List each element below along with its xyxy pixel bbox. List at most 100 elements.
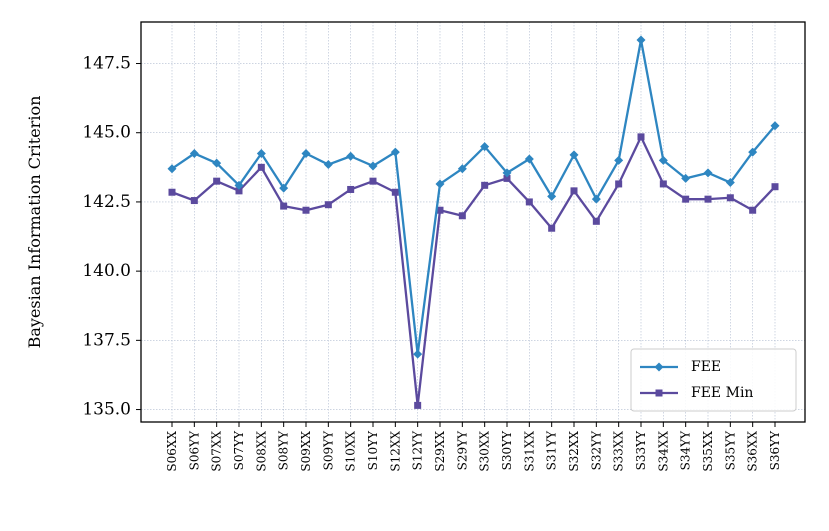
data-point — [168, 188, 176, 196]
y-tick-label: 142.5 — [82, 192, 131, 212]
data-point — [302, 206, 310, 214]
x-tick-label: S35YY — [723, 430, 737, 470]
data-point — [413, 349, 423, 359]
y-axis: 135.0 137.5 140.0 142.5 145.0 147.5 — [82, 54, 141, 420]
x-tick-label: S08XX — [254, 431, 268, 472]
data-point — [525, 198, 533, 206]
x-tick-label: S34YY — [679, 430, 693, 470]
legend-label: FEE — [691, 359, 721, 375]
x-tick-label: S32YY — [589, 430, 603, 470]
x-tick-label: S31XX — [522, 431, 536, 472]
x-tick-label: S09XX — [299, 431, 313, 472]
x-tick-label: S34XX — [656, 431, 670, 472]
data-point — [301, 148, 311, 158]
data-point — [503, 174, 511, 182]
x-tick-label: S09YY — [321, 430, 335, 470]
data-point — [369, 177, 377, 185]
y-tick-label: 135.0 — [82, 400, 131, 420]
data-point — [502, 168, 512, 178]
series-line — [171, 135, 776, 407]
data-point — [235, 187, 243, 195]
x-tick-label: S35XX — [701, 431, 715, 472]
x-tick-label: S07YY — [232, 430, 246, 470]
y-tick-label: 147.5 — [82, 54, 131, 74]
data-point — [347, 185, 355, 193]
data-point — [323, 160, 333, 170]
series-layer — [167, 35, 780, 409]
x-tick-label: S12XX — [388, 431, 402, 472]
data-point — [368, 161, 378, 171]
x-tick-label: S29XX — [433, 431, 447, 472]
data-point — [725, 178, 735, 188]
data-point — [457, 164, 467, 174]
series-fee-min — [168, 133, 779, 409]
x-tick-label: S33YY — [634, 430, 648, 470]
data-point — [167, 164, 177, 174]
data-point — [414, 401, 422, 409]
data-point — [279, 183, 289, 193]
data-point — [256, 148, 266, 158]
data-point — [681, 173, 691, 183]
x-tick-label: S06XX — [165, 431, 179, 472]
legend-marker — [655, 389, 663, 397]
data-point — [524, 154, 534, 164]
data-point — [748, 147, 758, 157]
data-point — [591, 194, 601, 204]
x-tick-label: S12YY — [411, 430, 425, 470]
data-point — [636, 35, 646, 45]
data-point — [212, 158, 222, 168]
data-point — [190, 197, 198, 205]
legend-marker — [654, 362, 664, 372]
data-point — [770, 121, 780, 131]
data-point — [324, 201, 332, 209]
x-tick-label: S36YY — [768, 430, 782, 470]
series-line — [171, 38, 776, 356]
x-axis: S06XX S06YY S07XX S07YY S08XX S08YY S09XX S09YY… — [165, 422, 782, 472]
data-point — [391, 188, 399, 196]
x-tick-label: S08YY — [277, 430, 291, 470]
y-tick-label: 137.5 — [82, 330, 131, 350]
data-point — [435, 179, 445, 189]
data-point — [548, 224, 556, 232]
data-point — [682, 195, 690, 203]
data-point — [570, 187, 578, 195]
data-point — [569, 150, 579, 160]
y-tick-label: 140.0 — [82, 261, 131, 281]
x-tick-label: S06YY — [187, 430, 201, 470]
data-point — [436, 206, 444, 214]
data-point — [726, 194, 734, 202]
x-tick-label: S10YY — [366, 430, 380, 470]
legend-label: FEE Min — [691, 385, 753, 401]
data-point — [390, 147, 400, 157]
data-point — [637, 133, 645, 141]
data-point — [592, 217, 600, 225]
data-point — [189, 148, 199, 158]
legend: FEE FEE Min — [630, 348, 797, 412]
x-tick-label: S31YY — [545, 430, 559, 470]
legend-entry: FEE Min — [640, 385, 753, 401]
x-tick-label: S36XX — [746, 431, 760, 472]
data-point — [213, 177, 221, 185]
data-point — [280, 202, 288, 210]
plot-frame — [140, 21, 806, 423]
x-tick-label: S29YY — [455, 430, 469, 470]
data-point — [346, 151, 356, 161]
data-point — [771, 183, 779, 191]
data-point — [257, 163, 265, 171]
data-point — [234, 180, 244, 190]
data-point — [659, 180, 667, 188]
data-point — [703, 168, 713, 178]
x-tick-label: S33XX — [612, 431, 626, 472]
y-axis-label: Bayesian Information Criterion — [25, 96, 44, 349]
data-point — [481, 181, 489, 189]
x-tick-label: S30YY — [500, 430, 514, 470]
data-point — [658, 155, 668, 165]
data-point — [704, 195, 712, 203]
data-point — [458, 212, 466, 220]
y-tick-label: 145.0 — [82, 123, 131, 143]
x-tick-label: S30XX — [478, 431, 492, 472]
legend-box — [630, 348, 797, 412]
data-point — [749, 206, 757, 214]
data-point — [547, 191, 557, 201]
